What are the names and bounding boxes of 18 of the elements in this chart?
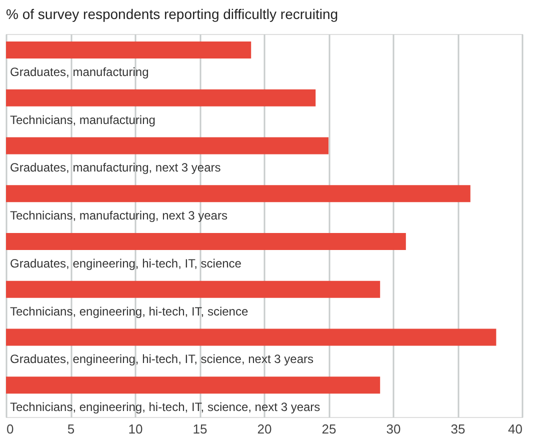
x-tick-label: 10 <box>128 422 143 436</box>
x-tick-label: 20 <box>257 422 272 436</box>
y-tick-label: Technicians, manufacturing <box>10 112 156 127</box>
x-tick-label: 35 <box>450 422 466 436</box>
y-tick-label: Graduates, engineering, hi-tech, IT, science, next 3 years <box>10 352 314 366</box>
y-tick-label: Technicians, engineering, hi-tech, IT, science <box>10 304 248 318</box>
x-tick-label: 15 <box>192 422 208 436</box>
y-tick-label: Graduates, manufacturing, next 3 years <box>10 160 221 175</box>
y-tick-label: Technicians, engineering, hi-tech, IT, science, next 3 years <box>10 400 320 414</box>
x-tick-label: 5 <box>67 422 75 436</box>
y-tick-label: Graduates, manufacturing <box>10 64 149 79</box>
y-tick-label: Graduates, engineering, hi-tech, IT, science <box>10 256 242 270</box>
x-tick-label: 0 <box>6 422 14 436</box>
x-tick-label: 40 <box>508 422 522 436</box>
y-tick-label: Technicians, manufacturing, next 3 years <box>10 208 228 223</box>
x-tick-label: 25 <box>322 422 336 436</box>
x-tick-label: 30 <box>386 422 401 436</box>
chart-title: % of survey respondents reporting difficultly recruiting <box>6 6 338 22</box>
